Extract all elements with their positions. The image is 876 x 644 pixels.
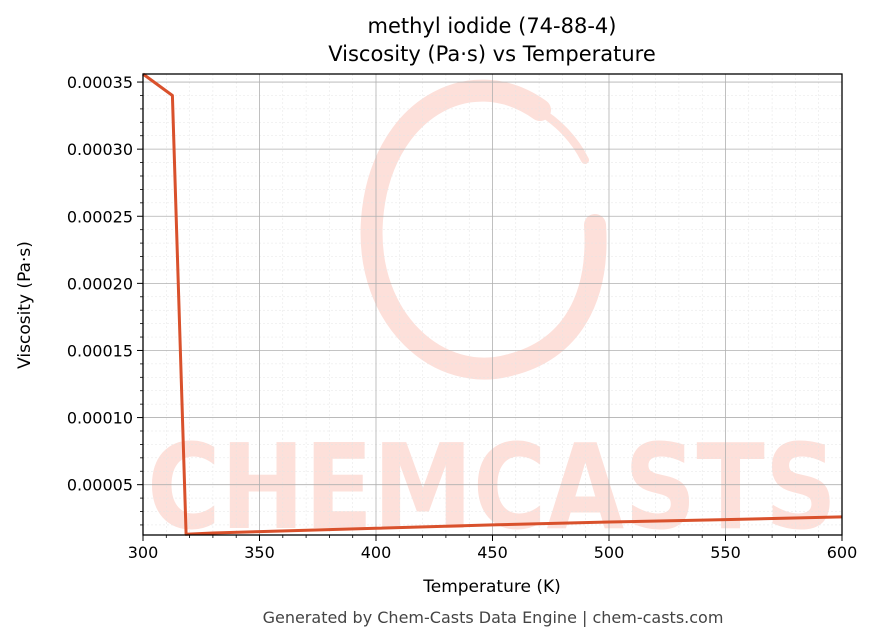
x-tick-label: 550	[710, 543, 741, 562]
series-line-0	[142, 72, 843, 536]
x-tick-label: 450	[477, 543, 508, 562]
x-tick-label: 400	[361, 543, 392, 562]
watermark-swirl-outer	[360, 79, 607, 380]
chart-subtitle: Viscosity (Pa·s) vs Temperature	[328, 42, 656, 66]
series-layer	[142, 72, 843, 536]
x-tick-label: 300	[128, 543, 159, 562]
x-axis-label: Temperature (K)	[422, 577, 561, 597]
x-axis: 300 350 400 450 500 550 600	[128, 535, 858, 562]
y-tick-label: 0.00010	[67, 409, 133, 428]
x-tick-label: 500	[594, 543, 625, 562]
y-tick-label: 0.00025	[67, 207, 133, 226]
y-tick-label: 0.00035	[67, 73, 133, 92]
watermark-swirl-inner	[466, 90, 589, 164]
x-tick-label: 600	[827, 543, 858, 562]
x-tick-label: 350	[244, 543, 275, 562]
chart-title: methyl iodide (74-88-4)	[368, 14, 617, 38]
y-tick-label: 0.00005	[67, 476, 133, 495]
y-tick-label: 0.00015	[67, 341, 133, 360]
y-axis-label: Viscosity (Pa·s)	[15, 241, 35, 369]
y-tick-label: 0.00030	[67, 140, 133, 159]
y-tick-label: 0.00020	[67, 274, 133, 293]
y-axis: 0.00005 0.00010 0.00015 0.00020 0.00025 0.000…	[67, 73, 143, 526]
chemcasts-watermark: CHEMCASTS	[147, 79, 837, 556]
footer-credit: Generated by Chem-Casts Data Engine | ch…	[262, 608, 724, 627]
